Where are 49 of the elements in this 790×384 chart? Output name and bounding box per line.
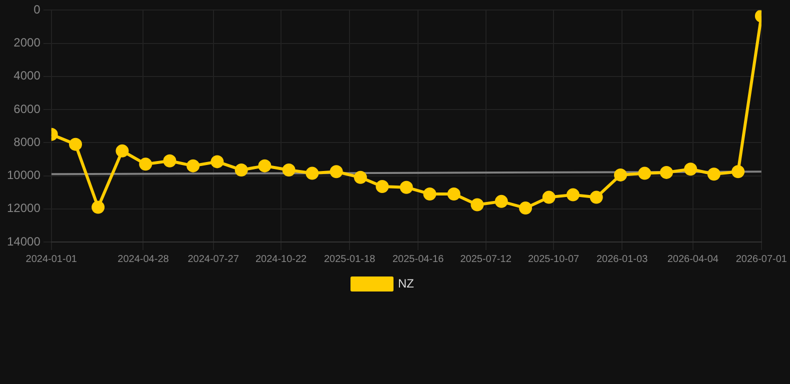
point <box>116 144 129 158</box>
point <box>566 188 580 202</box>
point <box>519 202 532 215</box>
point <box>614 168 628 182</box>
point <box>447 187 460 200</box>
legend-label: NZ <box>398 276 414 290</box>
y-tick-label: 12000 <box>6 201 41 216</box>
x-tick-label: 2026-01-03 <box>596 254 648 265</box>
x-tick-label: 2025-07-12 <box>460 254 512 265</box>
y-tick-label: 0 <box>34 2 41 17</box>
point <box>282 163 296 176</box>
x-tick-label: 2025-01-18 <box>324 254 376 265</box>
point <box>306 166 319 180</box>
point <box>354 170 367 184</box>
x-tick-label: 2024-01-01 <box>26 254 78 265</box>
point <box>376 180 389 194</box>
y-tick-label: 2000 <box>14 36 41 50</box>
point <box>494 194 508 208</box>
point <box>330 165 343 178</box>
y-tick-label: 10000 <box>6 168 41 182</box>
y-tick-label: 14000 <box>6 234 41 248</box>
y-tick-label: 4000 <box>14 68 41 83</box>
point <box>470 198 484 212</box>
x-tick-label: 2024-04-28 <box>118 254 170 265</box>
point <box>732 165 745 178</box>
x-tick-label: 2025-10-07 <box>528 254 580 265</box>
point <box>638 166 652 180</box>
y-tick-label: 6000 <box>14 102 41 116</box>
x-tick-label: 2026-07-01 <box>736 254 788 265</box>
point <box>684 162 698 176</box>
point <box>660 166 673 179</box>
point <box>92 200 105 214</box>
point <box>400 180 413 194</box>
point <box>258 159 272 172</box>
point <box>210 155 224 168</box>
point <box>542 190 556 204</box>
point <box>234 163 248 176</box>
point <box>139 158 152 171</box>
x-tick-label: 2024-10-22 <box>255 254 308 265</box>
point <box>590 190 603 204</box>
x-tick-label: 2026-04-04 <box>667 254 719 265</box>
x-tick-label: 2024-07-27 <box>188 254 240 265</box>
point <box>163 154 176 168</box>
point <box>69 138 82 151</box>
point <box>707 168 720 181</box>
x-tick-label: 2025-04-16 <box>392 254 444 265</box>
point <box>423 187 436 200</box>
y-tick-label: 8000 <box>14 134 41 149</box>
point <box>186 159 200 172</box>
